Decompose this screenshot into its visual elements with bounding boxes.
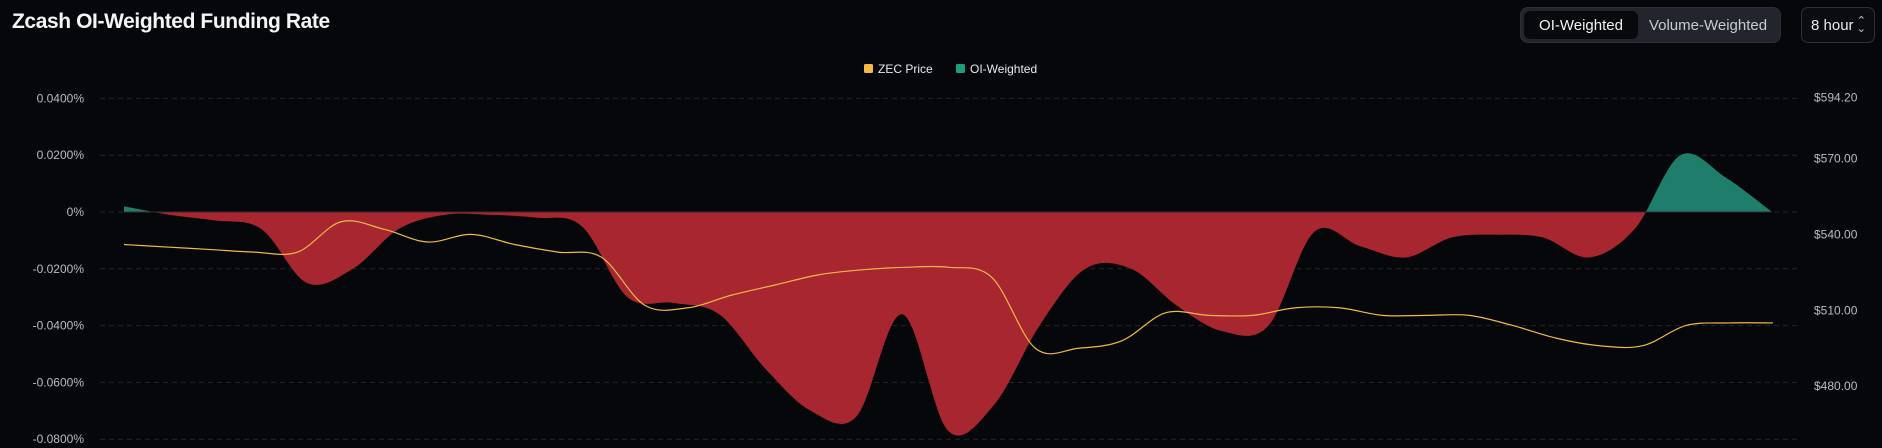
volume-weighted-tab[interactable]: Volume-Weighted <box>1639 11 1777 39</box>
left-tick-label: 0.0200% <box>37 148 85 162</box>
left-tick-label: 0% <box>67 205 85 219</box>
left-tick-label: -0.0600% <box>33 375 85 389</box>
right-axis: $594.20 $570.00 $540.00 $510.00 $480.00 <box>1814 90 1858 393</box>
left-tick-label: -0.0400% <box>33 319 85 333</box>
right-tick-label: $570.00 <box>1814 152 1858 166</box>
right-tick-label: $594.20 <box>1814 90 1858 104</box>
interval-select[interactable]: 8 hour ⌃ ⌄ <box>1801 7 1875 43</box>
right-tick-label: $480.00 <box>1814 379 1858 393</box>
legend-label: ZEC Price <box>878 62 933 76</box>
left-axis: 0.0400% 0.0200% 0% -0.0200% -0.0400% -0.0600%… <box>33 91 85 446</box>
negative-funding-area <box>124 212 1772 436</box>
interval-value: 8 hour <box>1811 16 1854 34</box>
oi-weighted-tab[interactable]: OI-Weighted <box>1524 11 1638 39</box>
chevron-updown-icon: ⌃ ⌄ <box>1856 15 1866 35</box>
right-tick-label: $540.00 <box>1814 227 1858 241</box>
legend-swatch <box>864 64 873 73</box>
page-title: Zcash OI-Weighted Funding Rate <box>12 10 330 33</box>
left-tick-label: 0.0400% <box>37 91 85 105</box>
legend-label: OI-Weighted <box>970 62 1037 76</box>
left-tick-label: -0.0200% <box>33 262 85 276</box>
legend-swatch <box>956 64 965 73</box>
weighting-toggle: OI-Weighted Volume-Weighted <box>1520 7 1781 43</box>
right-tick-label: $510.00 <box>1814 303 1858 317</box>
left-tick-label: -0.0800% <box>33 432 85 446</box>
price-line-group <box>123 220 1774 355</box>
legend: ZEC Price OI-Weighted <box>864 62 1037 76</box>
funding-area <box>124 153 1772 436</box>
zec-price-line <box>123 220 1774 355</box>
